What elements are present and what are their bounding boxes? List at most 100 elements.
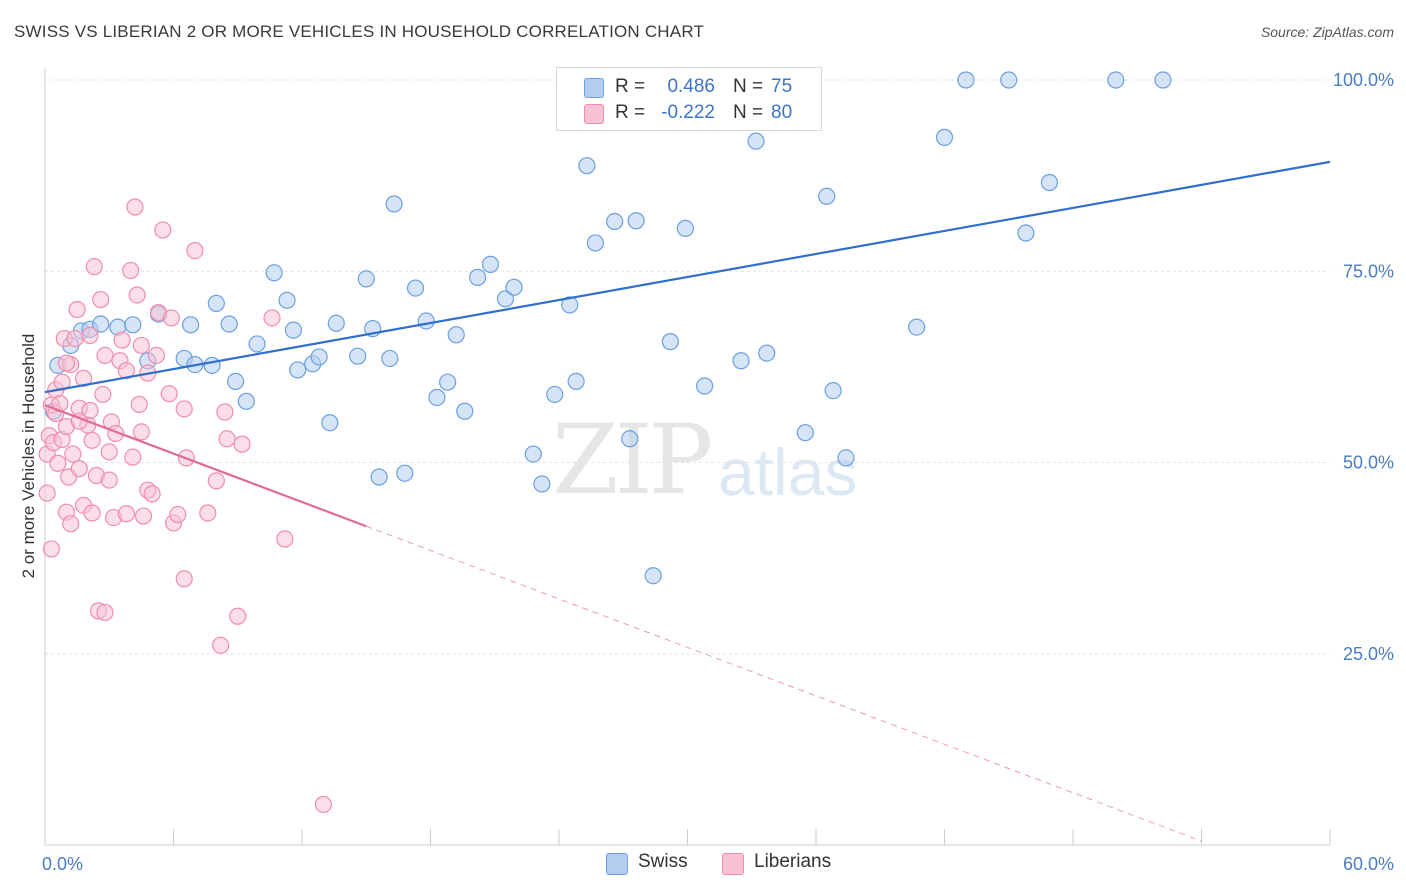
legend-swatch-swiss — [584, 78, 604, 98]
data-point-liberians — [263, 309, 281, 327]
data-point-liberians — [147, 346, 165, 364]
data-point-swiss — [533, 475, 551, 493]
data-point-liberians — [130, 395, 148, 413]
data-point-swiss — [732, 352, 750, 370]
data-point-swiss — [524, 445, 542, 463]
legend-r-value: -0.222 — [661, 102, 715, 123]
data-point-swiss — [278, 291, 296, 309]
data-point-liberians — [66, 329, 84, 348]
y-tick-label: 75.0% — [1343, 261, 1394, 281]
trend-line-swiss — [44, 160, 1331, 394]
data-point-swiss — [370, 468, 388, 486]
data-point-swiss — [561, 296, 579, 314]
data-point-swiss — [747, 132, 765, 150]
data-point-liberians — [175, 400, 193, 418]
legend-r-label: R = — [615, 102, 646, 123]
data-point-swiss — [676, 219, 694, 238]
data-point-liberians — [207, 472, 225, 490]
y-axis-label: 2 or more Vehicles in Household — [19, 334, 38, 579]
data-point-swiss — [203, 356, 221, 374]
data-point-liberians — [100, 471, 118, 489]
data-point-liberians — [143, 485, 161, 503]
data-point-liberians — [132, 336, 150, 355]
data-point-swiss — [818, 187, 836, 205]
data-point-swiss — [481, 255, 500, 273]
legend-r-label: R = — [615, 76, 646, 97]
x-tick-label: 60.0% — [1343, 854, 1394, 874]
data-point-liberians — [160, 385, 178, 403]
gridlines — [45, 79, 1330, 655]
data-point-liberians — [81, 326, 99, 345]
data-point-swiss — [644, 567, 662, 585]
data-point-liberians — [199, 504, 217, 522]
data-point-swiss — [1040, 173, 1059, 192]
data-point-swiss — [824, 381, 842, 400]
legend-swatch-liberians — [584, 104, 604, 124]
data-point-liberians — [96, 603, 114, 622]
data-point-swiss — [1154, 71, 1172, 89]
data-point-swiss — [265, 264, 283, 282]
data-point-liberians — [175, 570, 193, 588]
data-point-swiss — [381, 349, 399, 368]
data-point-liberians — [229, 607, 247, 625]
data-point-liberians — [124, 448, 142, 466]
data-point-swiss — [908, 318, 926, 336]
data-point-liberians — [49, 454, 67, 472]
data-point-liberians — [38, 484, 56, 502]
data-point-liberians — [162, 309, 180, 327]
legend-swatch-swiss — [606, 853, 628, 875]
data-point-swiss — [1000, 71, 1018, 89]
data-point-liberians — [53, 373, 71, 391]
data-point-swiss — [428, 388, 446, 407]
data-point-swiss — [505, 278, 523, 296]
data-point-liberians — [113, 331, 131, 349]
data-point-swiss — [796, 424, 814, 442]
data-point-liberians — [64, 445, 82, 463]
data-point-liberians — [92, 290, 110, 309]
data-point-swiss — [758, 344, 776, 362]
legend-label-swiss: Swiss — [638, 851, 688, 872]
data-point-swiss — [1017, 224, 1035, 242]
watermark-atlas: atlas — [718, 435, 858, 509]
legend-row-swiss: R = 0.486 N = 75 — [557, 74, 821, 102]
data-point-liberians — [96, 346, 114, 364]
trend-line-liberians — [44, 404, 367, 528]
data-point-swiss — [321, 414, 339, 432]
data-point-liberians — [233, 435, 251, 453]
data-point-liberians — [122, 261, 140, 280]
legend-label-liberians: Liberians — [754, 851, 832, 872]
data-point-liberians — [169, 505, 187, 524]
data-point-swiss — [469, 268, 487, 286]
chart-title: SWISS VS LIBERIAN 2 OR MORE VEHICLES IN … — [14, 22, 705, 41]
data-point-liberians — [134, 507, 153, 525]
data-point-liberians — [212, 636, 230, 654]
data-point-liberians — [83, 431, 101, 449]
data-point-liberians — [117, 505, 135, 523]
data-point-liberians — [74, 369, 93, 387]
data-point-swiss — [606, 212, 624, 231]
data-point-liberians — [186, 241, 204, 260]
data-point-swiss — [935, 128, 954, 146]
data-point-swiss — [289, 361, 307, 379]
data-point-swiss — [396, 464, 414, 482]
data-point-liberians — [42, 540, 61, 558]
data-point-swiss — [248, 335, 266, 353]
data-point-swiss — [661, 333, 679, 351]
data-point-swiss — [447, 326, 465, 344]
data-point-swiss — [546, 385, 564, 404]
data-point-swiss — [227, 372, 245, 391]
data-point-swiss — [417, 312, 435, 330]
trend-lines — [44, 160, 1331, 842]
data-point-swiss — [92, 315, 110, 333]
tick-labels: 25.0% 50.0% 75.0% 100.0% 0.0% 60.0% — [42, 70, 1394, 874]
data-point-swiss — [837, 449, 855, 467]
x-tick-label: 0.0% — [42, 854, 83, 874]
data-point-swiss — [327, 314, 345, 332]
data-point-liberians — [126, 198, 144, 216]
data-point-swiss — [439, 373, 457, 391]
watermark-zip: ZIP — [552, 404, 713, 516]
data-point-liberians — [117, 362, 135, 380]
data-point-swiss — [621, 430, 639, 448]
data-point-liberians — [70, 460, 88, 478]
